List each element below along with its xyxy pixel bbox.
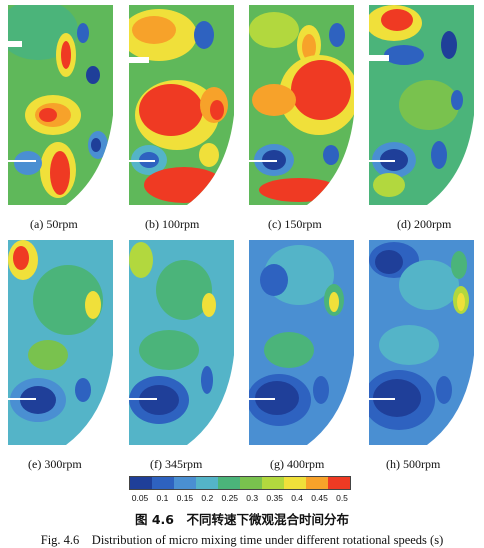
panel-caption: (h) 500rpm [386,457,441,471]
colorbar-tick-label: 0.5 [336,493,348,503]
panel-caption: (e) 300rpm [28,457,82,471]
colorbar-swatch [328,477,350,489]
colorbar-swatch [240,477,262,489]
panel-caption: (d) 200rpm [397,217,452,231]
panel-caption: (b) 100rpm [145,217,200,231]
contour-panel-d [369,5,479,205]
panel-caption: (f) 345rpm [150,457,203,471]
figure-title-cn: 图 4.6 不同转速下微观混合时间分布 [135,512,349,527]
panel-caption: (g) 400rpm [270,457,325,471]
colorbar-ticks: 0.05 0.1 0.15 0.2 0.25 0.3 0.35 0.4 0.45 0.5 [127,493,355,505]
colorbar-swatch [152,477,174,489]
colorbar-tick-label: 0.45 [311,493,328,503]
colorbar-tick-label: 0.25 [221,493,239,503]
contour-panel-g [249,240,359,445]
contour-panel-b [129,5,239,205]
figure-title-en: Fig. 4.6 Distribution of micro mixing ti… [40,533,444,547]
colorbar-tick-label: 0.35 [266,493,283,503]
contour-panel-a [8,5,118,205]
colorbar-swatch [130,477,152,489]
colorbar-swatch [218,477,240,489]
colorbar-tick-label: 0.1 [156,493,169,503]
colorbar-tick-label: 0.05 [131,493,149,503]
panel-caption: (c) 150rpm [268,217,322,231]
colorbar-swatch [284,477,306,489]
colorbar-tick-label: 0.2 [201,493,214,503]
colorbar-swatch [262,477,284,489]
contour-panel-f [129,240,239,445]
colorbar-tick-label: 0.4 [291,493,304,503]
panel-caption: (a) 50rpm [30,217,78,231]
colorbar-swatch [196,477,218,489]
colorbar-swatch [174,477,196,489]
colorbar-swatch [306,477,328,489]
colorbar-tick-label: 0.3 [246,493,259,503]
colorbar-legend [129,476,351,490]
contour-panel-c [249,5,359,205]
contour-panel-e [8,240,118,445]
contour-panel-h [369,240,479,445]
colorbar-tick-label: 0.15 [176,493,194,503]
